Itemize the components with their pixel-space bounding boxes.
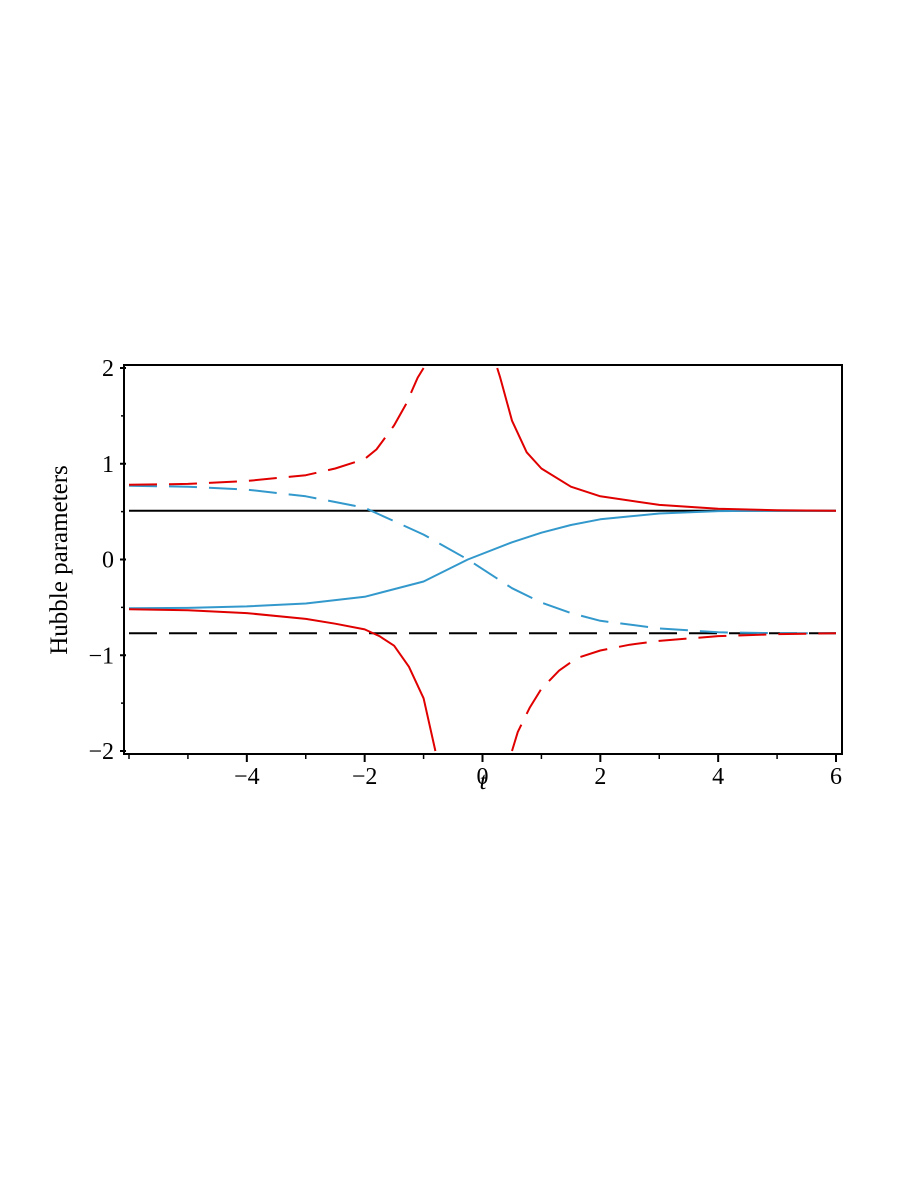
x-tick-label: 6: [830, 764, 842, 790]
x-tick-label: −2: [352, 764, 378, 790]
x-tick-label: 0: [477, 764, 489, 790]
series-line-7: [511, 632, 837, 752]
ticks-layer: −4 −2 0 2 4 6 −2 −1 0 1 2: [88, 356, 842, 790]
y-tick-label: 0: [102, 548, 114, 574]
x-tick-label: 4: [712, 764, 724, 790]
series-line-2: [128, 509, 836, 610]
series-line-3: [128, 484, 836, 635]
y-tick-label: 1: [102, 452, 114, 478]
x-tick-label: −4: [234, 764, 260, 790]
plot-frame: [123, 364, 843, 755]
series-line-5: [496, 367, 837, 512]
series-layer: [128, 367, 837, 752]
series-line-4: [128, 367, 425, 486]
y-tick-label: −2: [88, 739, 114, 765]
y-axis-label: Hubble parameters: [46, 465, 73, 655]
x-axis-label: t: [480, 768, 488, 795]
series-line-6: [128, 608, 437, 752]
y-tick-label: 2: [102, 356, 114, 382]
x-tick-label: 2: [594, 764, 606, 790]
y-tick-label: −1: [88, 643, 114, 669]
